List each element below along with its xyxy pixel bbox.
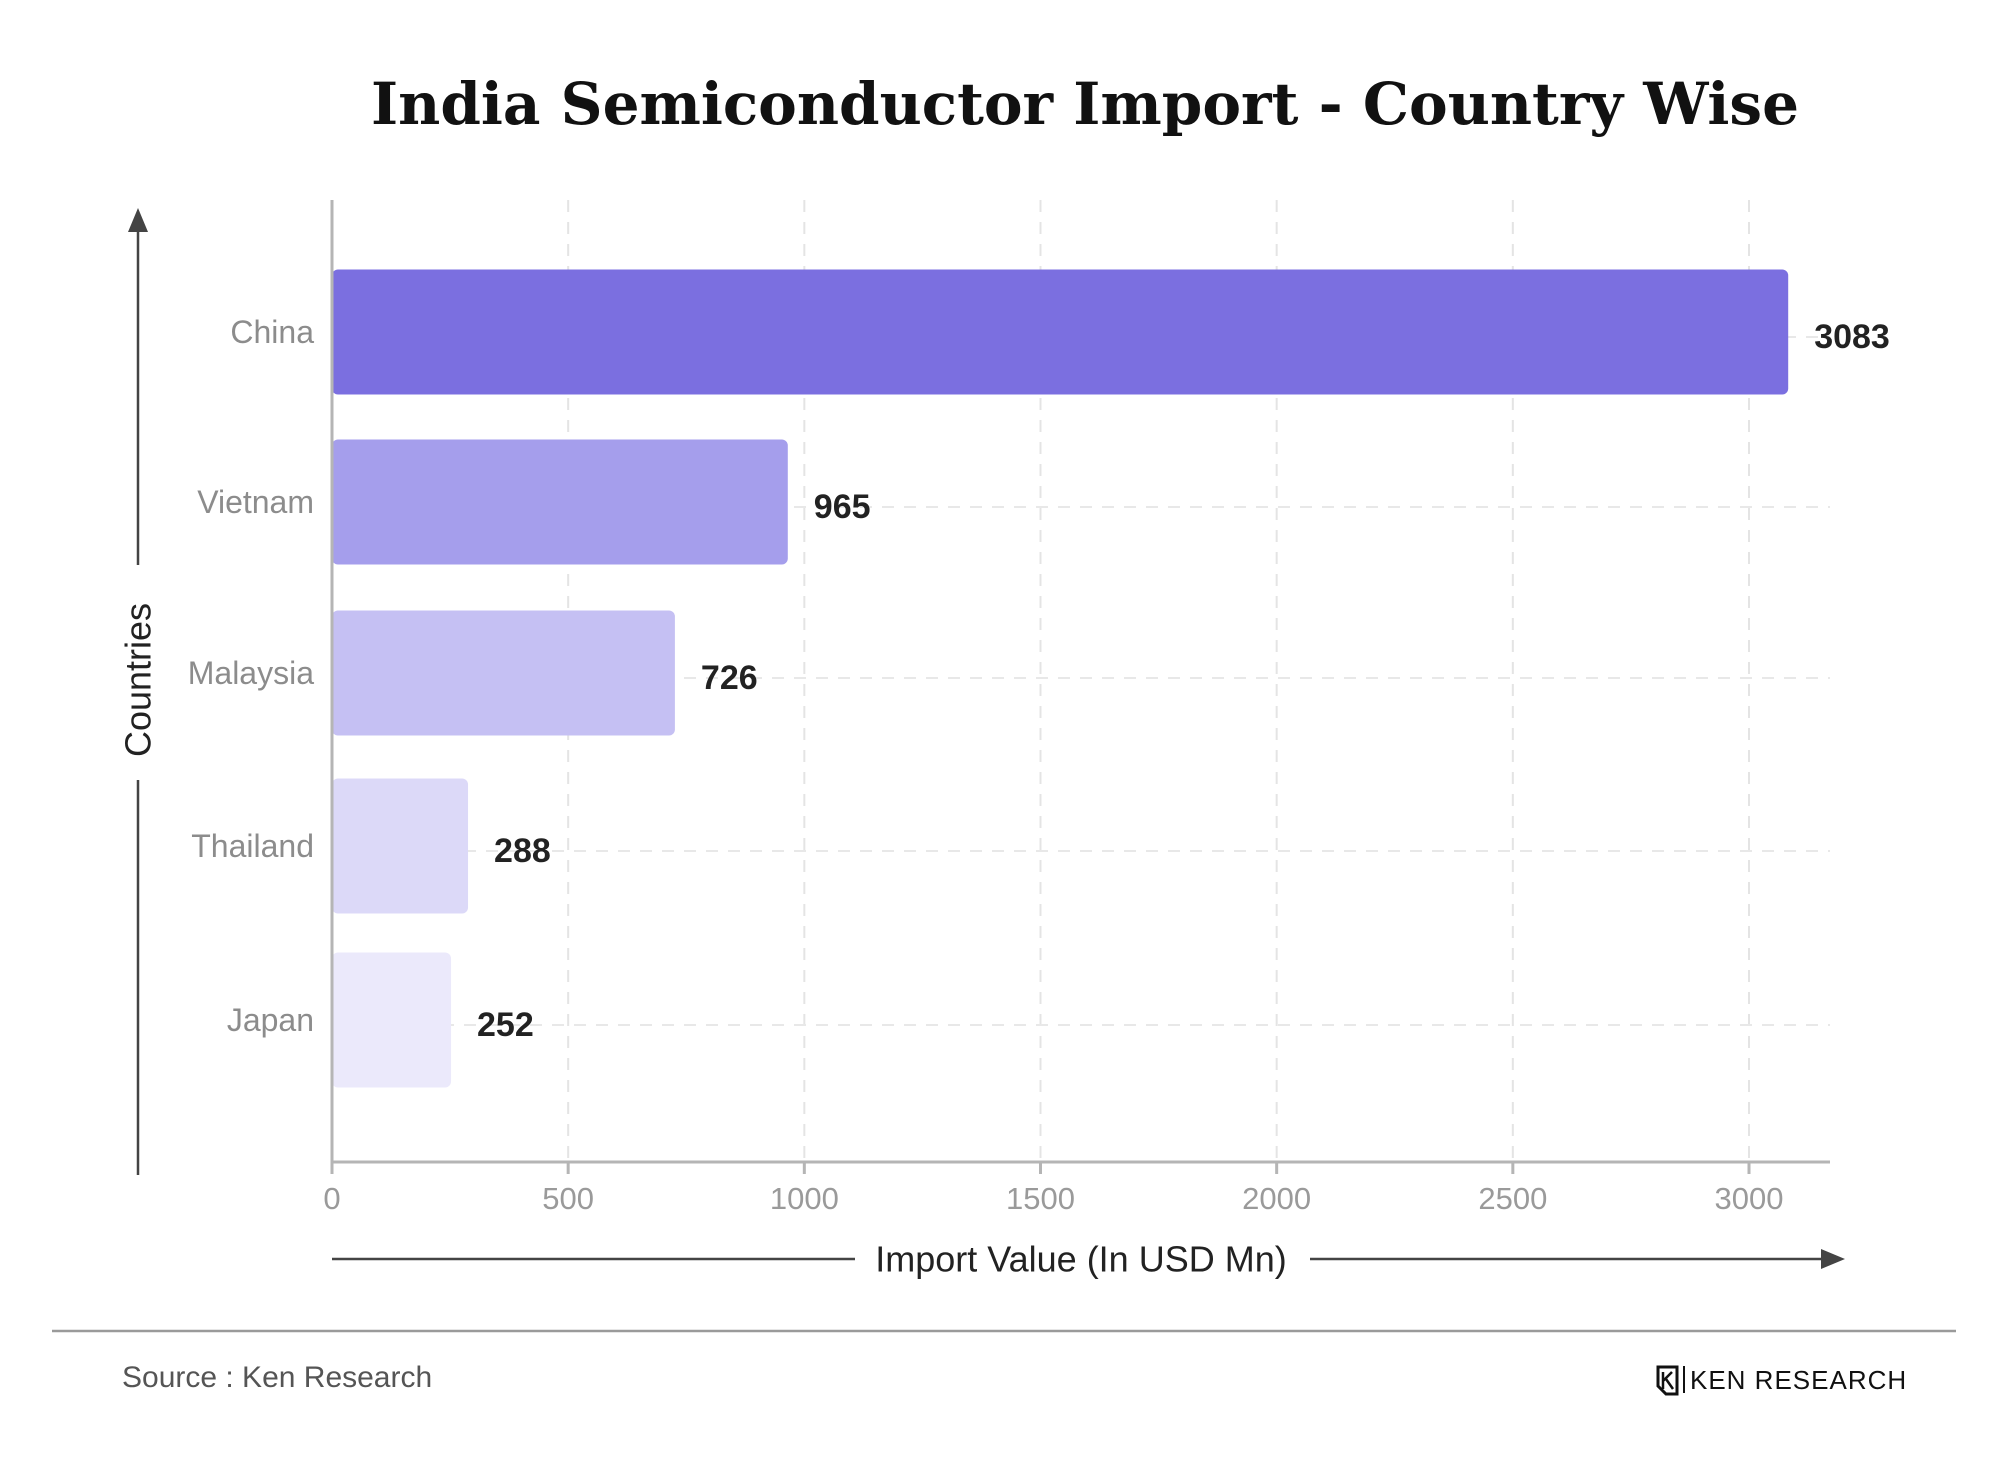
- value-label: 3083: [1814, 318, 1890, 356]
- right-arrow-icon: [1821, 1249, 1845, 1269]
- category-label: China: [230, 314, 314, 350]
- x-tick-label: 1500: [1006, 1181, 1075, 1216]
- category-label: Malaysia: [188, 655, 314, 691]
- source-text: Source : Ken Research: [122, 1361, 432, 1394]
- bar-japan: [332, 952, 452, 1088]
- value-label: 965: [814, 488, 871, 526]
- x-tick-label: 500: [542, 1181, 594, 1216]
- x-tick-label: 2500: [1478, 1181, 1547, 1216]
- bars: [332, 269, 1789, 1088]
- x-tick-label: 0: [323, 1181, 340, 1216]
- x-tick-label: 1000: [770, 1181, 839, 1216]
- y-axis-title: Countries: [118, 603, 159, 757]
- up-arrow-icon: [128, 208, 148, 232]
- category-label: Japan: [227, 1002, 314, 1038]
- bar-malaysia: [332, 610, 675, 736]
- ken-research-logo: KEN RESEARCH: [1656, 1365, 1907, 1396]
- value-label: 252: [477, 1006, 534, 1044]
- brand-name: KEN RESEARCH: [1690, 1365, 1907, 1395]
- value-labels: 3083 965 726 288 252: [477, 318, 1890, 1044]
- chart-title: India Semiconductor Import - Country Wis…: [371, 70, 1799, 138]
- bar-vietnam: [332, 439, 788, 565]
- x-ticks: 0 500 1000 1500 2000 2500 3000: [323, 1162, 1783, 1216]
- x-axis-title: Import Value (In USD Mn): [875, 1239, 1286, 1280]
- bar-thailand: [332, 778, 469, 914]
- value-label: 726: [701, 659, 758, 697]
- category-labels: China Vietnam Malaysia Thailand Japan: [188, 314, 314, 1038]
- value-label: 288: [494, 832, 551, 870]
- ken-logo-icon: [1656, 1365, 1679, 1396]
- x-tick-label: 3000: [1715, 1181, 1784, 1216]
- bar-china: [332, 269, 1789, 395]
- x-tick-label: 2000: [1242, 1181, 1311, 1216]
- category-label: Thailand: [191, 828, 314, 864]
- category-label: Vietnam: [197, 484, 314, 520]
